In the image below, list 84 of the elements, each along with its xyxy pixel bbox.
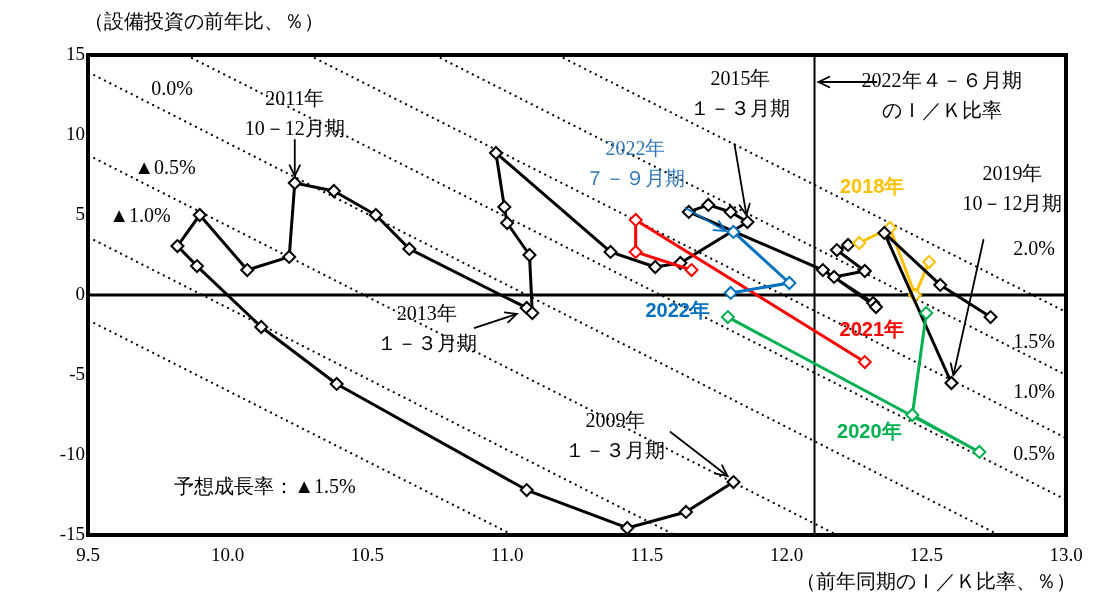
- annotation: 2011年10－12月期: [244, 87, 345, 140]
- x-tick-label: 10.5: [350, 544, 385, 566]
- series-label: 0.0%: [151, 77, 193, 100]
- ref-line-label: 2022年４－６月期のＩ／Ｋ比率: [861, 69, 1022, 122]
- point: [919, 306, 934, 321]
- x-tick-label: 12.0: [769, 544, 804, 566]
- point: [402, 241, 417, 256]
- point: [827, 269, 842, 284]
- point: [782, 276, 797, 290]
- point: [287, 176, 302, 190]
- series-label: 1.0%: [1013, 380, 1055, 403]
- point: [648, 260, 663, 274]
- series-label: 2021年: [839, 317, 905, 340]
- point: [522, 248, 537, 262]
- point: [488, 145, 503, 160]
- point: [628, 244, 643, 259]
- x-tick-label: 11.0: [490, 544, 524, 566]
- y-tick-label: -10: [59, 442, 85, 464]
- annotation: 2009年１－３月期: [565, 409, 666, 462]
- x-axis-title: （前年同期のＩ／Ｋ比率、％）: [796, 570, 1076, 593]
- y-tick-label: 15: [66, 42, 85, 64]
- point: [723, 204, 738, 219]
- y-axis-title: （設備投資の前年比、％）: [84, 10, 324, 33]
- x-tick-label: 12.5: [909, 544, 943, 566]
- y-tick-label: 0: [75, 282, 85, 304]
- point: [170, 239, 185, 254]
- point: [868, 300, 883, 314]
- x-tick-label: 11.5: [630, 544, 664, 566]
- point: [684, 263, 699, 278]
- annotation: 2013年１－３月期: [376, 302, 477, 355]
- y-tick-label: -15: [59, 522, 85, 544]
- series-label: ▲1.0%: [109, 204, 171, 227]
- series-label: 2.0%: [1013, 237, 1055, 260]
- x-tick-label: 13.0: [1049, 544, 1083, 566]
- point: [852, 236, 867, 250]
- point: [933, 277, 948, 292]
- point: [603, 244, 618, 259]
- series-label: 2020年: [837, 419, 902, 442]
- series-label: 0.5%: [1013, 442, 1055, 465]
- point: [497, 200, 512, 214]
- point: [282, 249, 297, 264]
- point: [189, 259, 204, 274]
- series-label: 予想成長率：▲1.5%: [174, 475, 356, 498]
- point: [972, 444, 987, 459]
- series-label: 1.5%: [1013, 330, 1055, 353]
- y-tick-label: 10: [66, 122, 85, 144]
- point: [525, 306, 540, 321]
- point: [905, 408, 920, 422]
- point: [329, 376, 344, 391]
- x-tick-label: 9.5: [76, 544, 100, 566]
- annotation: 2022年７－９月期: [585, 137, 686, 190]
- point: [723, 285, 738, 300]
- point: [922, 255, 937, 270]
- point: [857, 264, 872, 278]
- point: [519, 483, 534, 498]
- point: [500, 216, 515, 230]
- x-tick-label: 10.0: [211, 544, 245, 566]
- point: [720, 310, 735, 325]
- point: [628, 212, 643, 227]
- point: [678, 504, 693, 519]
- point: [740, 215, 755, 230]
- point: [192, 208, 207, 222]
- series-label: ▲0.5%: [134, 156, 196, 179]
- point: [240, 263, 255, 278]
- point: [841, 237, 856, 252]
- annotation: 2019年10－12月期: [962, 162, 1063, 215]
- point: [829, 243, 844, 258]
- point: [877, 225, 892, 240]
- point: [726, 224, 741, 239]
- point: [983, 310, 998, 325]
- y-tick-label: 5: [75, 202, 85, 224]
- point: [620, 520, 635, 535]
- point: [944, 376, 959, 390]
- point: [326, 184, 341, 198]
- series-label: 2022年: [645, 299, 710, 322]
- point: [368, 208, 383, 222]
- point: [815, 263, 830, 278]
- point: [726, 475, 741, 490]
- point: [701, 197, 716, 212]
- point: [254, 320, 269, 334]
- annotation: 2015年１－３月期: [690, 67, 791, 120]
- series-label: 2018年: [839, 174, 905, 197]
- point: [857, 355, 872, 370]
- y-tick-label: -5: [69, 362, 85, 384]
